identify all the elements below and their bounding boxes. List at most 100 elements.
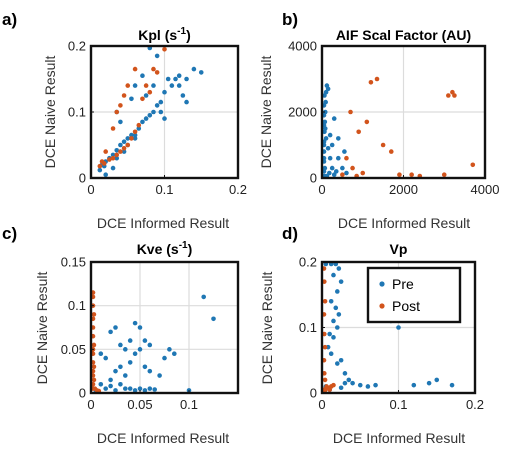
data-point-post — [132, 129, 138, 135]
data-point-pre — [125, 136, 131, 141]
data-point-post — [350, 165, 355, 171]
data-point-pre — [396, 325, 401, 330]
data-point-pre — [434, 377, 440, 383]
x-tick-label: 2000 — [389, 182, 418, 197]
data-point-pre — [336, 312, 342, 317]
data-point-pre — [127, 360, 133, 365]
data-point-pre — [340, 165, 345, 171]
data-point-pre — [127, 338, 133, 343]
data-point-post — [409, 172, 414, 177]
data-point-pre — [327, 132, 333, 138]
data-point-pre — [151, 109, 156, 115]
data-point-post — [331, 382, 336, 388]
data-point-pre — [333, 305, 339, 311]
y-tick-label: 0 — [79, 171, 86, 186]
data-point-pre — [167, 347, 172, 352]
data-point-pre — [129, 96, 134, 102]
data-point-pre — [331, 318, 336, 324]
data-point-pre — [201, 294, 206, 300]
data-point-pre — [123, 347, 128, 352]
data-point-post — [140, 96, 145, 102]
data-point-post — [360, 170, 366, 176]
data-point-pre — [162, 116, 167, 121]
data-point-pre — [342, 149, 347, 154]
data-point-pre — [108, 383, 113, 389]
y-tick-label: 0 — [310, 386, 317, 401]
data-point-pre — [110, 165, 116, 171]
panel-label: d) — [282, 224, 298, 243]
data-point-pre — [336, 136, 341, 141]
data-point-pre — [335, 325, 340, 330]
data-point-pre — [173, 76, 178, 82]
data-point-pre — [162, 89, 167, 95]
legend-frame — [366, 266, 462, 324]
y-axis-label: DCE Naive Result — [34, 271, 50, 384]
data-point-pre — [211, 316, 216, 322]
data-point-post — [110, 155, 116, 161]
data-point-pre — [132, 320, 138, 326]
data-point-pre — [137, 386, 143, 391]
panel-title-main: Kve (s — [137, 241, 179, 257]
data-point-post — [344, 155, 349, 161]
x-tick-label: 0.1 — [155, 182, 173, 197]
data-point-post — [114, 109, 120, 115]
data-point-pre — [338, 279, 344, 284]
data-point-post — [103, 149, 108, 154]
data-point-pre — [338, 357, 344, 363]
data-point-pre — [373, 382, 378, 388]
data-point-post — [97, 163, 103, 169]
y-tick-label: 0.1 — [68, 105, 86, 120]
data-point-pre — [147, 113, 153, 118]
data-point-pre — [121, 139, 127, 144]
data-point-pre — [328, 299, 334, 304]
data-point-pre — [335, 289, 340, 294]
data-point-pre — [357, 382, 363, 388]
data-point-pre — [180, 93, 186, 98]
data-point-pre — [132, 132, 138, 138]
data-point-pre — [147, 342, 153, 348]
x-tick-label: 0 — [318, 182, 325, 197]
data-point-post — [450, 89, 455, 95]
data-point-pre — [336, 155, 341, 161]
data-point-pre — [331, 272, 336, 278]
data-point-post — [125, 142, 131, 148]
data-point-pre — [342, 371, 348, 376]
data-point-post — [322, 377, 328, 383]
data-point-pre — [338, 385, 344, 391]
panel-title-end: ) — [186, 27, 191, 43]
panel-title-superscript: -1 — [177, 26, 186, 37]
data-point-post — [110, 126, 116, 131]
data-point-pre — [142, 364, 148, 370]
data-point-pre — [184, 99, 189, 105]
data-point-pre — [154, 103, 160, 108]
data-point-pre — [118, 119, 123, 125]
data-point-pre — [118, 342, 123, 348]
data-point-pre — [344, 170, 349, 176]
data-point-post — [368, 80, 374, 85]
data-point-pre — [132, 351, 138, 357]
data-point-pre — [118, 381, 123, 387]
panel-3: 0 0.05 0.1 0 0.05 0.1 0.15 c) Kve (s-1) DCE Infor… — [2, 224, 240, 446]
data-point-pre — [143, 93, 149, 98]
data-point-pre — [336, 266, 342, 271]
data-point-pre — [158, 99, 164, 105]
data-point-pre — [329, 142, 335, 148]
legend-marker-post — [379, 303, 385, 309]
data-point-pre — [118, 142, 123, 148]
data-point-pre — [123, 386, 128, 391]
data-point-pre — [350, 380, 355, 386]
x-tick-label: 0 — [318, 397, 325, 412]
data-point-pre — [114, 147, 120, 153]
data-point-pre — [331, 335, 336, 340]
data-point-pre — [322, 165, 328, 171]
x-axis-label: DCE Informed Result — [333, 430, 465, 446]
y-tick-label: 0.05 — [61, 342, 86, 357]
y-tick-label: 0.15 — [61, 255, 86, 270]
data-point-pre — [333, 169, 339, 174]
data-point-pre — [137, 325, 143, 330]
data-point-post — [91, 377, 97, 383]
data-point-pre — [110, 152, 116, 158]
x-tick-label: 0 — [87, 397, 94, 412]
x-tick-label: 0.05 — [127, 397, 152, 412]
y-tick-label: 4000 — [288, 39, 317, 54]
